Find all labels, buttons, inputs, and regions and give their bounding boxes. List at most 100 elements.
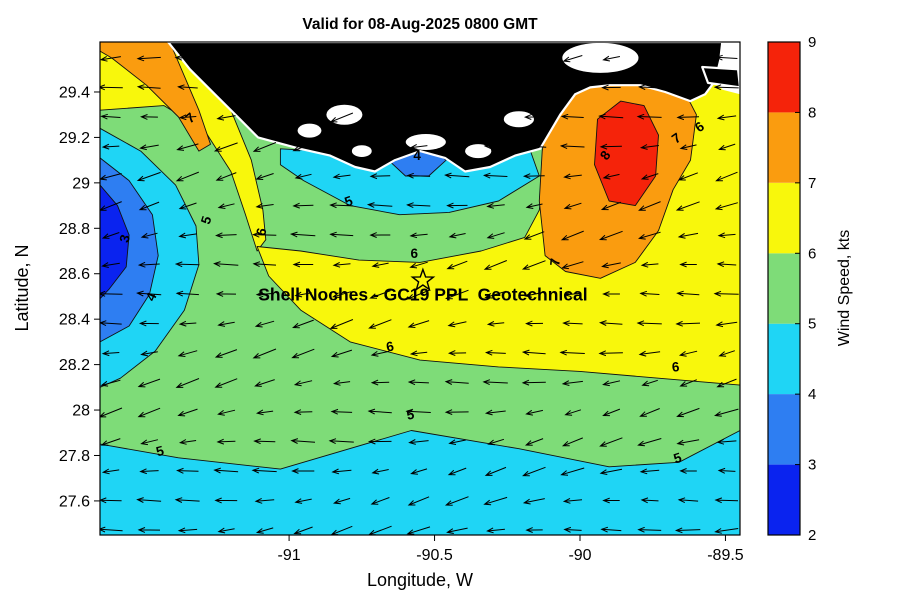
wind-arrow: [484, 290, 507, 299]
wind-arrow: [484, 349, 506, 356]
wind-arrow: [640, 55, 659, 62]
y-axis: 27.6 27.8 28 28.2 28.4 28.6 28.8 29 29.2 29.4: [59, 84, 100, 510]
wind-arrow: [482, 172, 508, 179]
wind-arrow: [560, 467, 585, 476]
wind-arrow: [139, 468, 159, 475]
wind-arrow: [332, 173, 351, 180]
wind-arrow: [717, 232, 736, 239]
wind-arrow: [560, 230, 584, 241]
wind-arrow: [292, 202, 314, 209]
wind-arrow: [638, 201, 661, 211]
wind-arrow: [444, 409, 469, 415]
y-tick-label: 29.4: [59, 84, 90, 101]
wind-arrow: [177, 408, 198, 417]
wind-arrow: [676, 439, 700, 446]
wind-arrow: [216, 438, 236, 445]
wind-arrow: [333, 379, 351, 386]
colorbar-band: [768, 42, 800, 113]
wind-arrow: [370, 497, 390, 505]
wind-arrow: [366, 202, 393, 208]
wind-arrow: [675, 84, 701, 90]
wind-arrow: [138, 320, 159, 327]
wind-arrow: [371, 262, 389, 268]
wind-arrow: [407, 54, 429, 63]
wind-arrow: [177, 84, 198, 91]
wind-arrow: [521, 349, 546, 356]
wind-arrow: [329, 112, 354, 123]
wind-arrow: [409, 114, 429, 122]
wind-arrow: [483, 496, 508, 506]
wind-arrow: [291, 348, 315, 359]
lake: [405, 134, 446, 150]
wind-arrow: [410, 468, 428, 475]
wind-arrow: [602, 173, 620, 180]
x-tick-label: -90.5: [416, 547, 453, 564]
wind-arrow: [448, 114, 466, 121]
wind-arrow: [256, 409, 274, 416]
colorbar-band: [768, 394, 800, 465]
wind-arrow: [409, 350, 428, 357]
wind-arrow: [713, 84, 739, 91]
colorbar: 2 3 4 5 6 7 8 9: [767, 34, 816, 544]
wind-arrow: [369, 173, 391, 180]
wind-arrow: [525, 320, 544, 327]
wind-arrow: [253, 438, 276, 445]
wind-arrow: [641, 379, 658, 387]
wind-arrow: [140, 114, 158, 120]
wind-arrow: [486, 202, 505, 209]
wind-arrow: [332, 143, 351, 151]
lake: [351, 145, 372, 158]
wind-arrow: [253, 113, 276, 122]
wind-arrow: [291, 112, 315, 123]
wind-arrow: [636, 320, 662, 327]
wind-arrow: [599, 437, 623, 447]
lake: [562, 42, 639, 73]
y-tick-label: 27.8: [59, 448, 90, 465]
wind-arrow: [639, 468, 660, 475]
wind-arrow: [332, 261, 351, 268]
contour-label: 6: [385, 338, 396, 354]
y-axis-label: Latitude, N: [12, 244, 32, 331]
wind-arrow: [137, 378, 161, 388]
wind-arrow: [599, 468, 623, 475]
wind-arrow: [562, 55, 583, 63]
wind-arrow: [487, 438, 505, 446]
contour-label: 5: [154, 443, 166, 460]
wind-arrow: [406, 83, 431, 93]
colorbar-band: [768, 253, 800, 324]
wind-arrow: [446, 202, 468, 209]
y-tick-label: 28.4: [59, 312, 90, 329]
wind-arrow: [679, 144, 697, 150]
colorbar-tick-label: 9: [808, 34, 816, 51]
wind-arrow: [178, 114, 197, 121]
wind-arrow: [678, 172, 698, 181]
wind-arrow: [564, 409, 582, 416]
wind-arrow: [598, 113, 624, 120]
x-tick-label: -90: [568, 547, 591, 564]
site-star-marker: [410, 267, 436, 292]
wind-arrow: [292, 261, 314, 268]
wind-arrow: [639, 408, 660, 417]
x-axis-label: Longitude, W: [367, 570, 473, 590]
wind-arrow: [447, 467, 467, 476]
wind-arrow: [367, 408, 392, 415]
wind-arrow: [714, 202, 738, 211]
wind-arrow: [713, 290, 739, 297]
wind-arrow: [407, 320, 430, 328]
wind-arrow: [292, 319, 314, 329]
wind-arrow: [674, 527, 701, 534]
wind-arrow: [405, 408, 431, 415]
x-tick-label: -89.5: [707, 547, 744, 564]
wind-arrow: [178, 320, 197, 327]
wind-arrow: [174, 261, 200, 268]
wind-arrow: [101, 232, 120, 239]
wind-arrow: [136, 290, 162, 297]
wind-arrow: [483, 260, 507, 270]
wind-arrow: [332, 55, 351, 62]
wind-arrow: [525, 409, 544, 416]
wind-arrow: [329, 231, 354, 238]
wind-arrow: [176, 143, 199, 151]
wind-arrow: [137, 407, 161, 418]
wind-arrow: [521, 379, 546, 386]
wind-arrow: [293, 380, 313, 387]
